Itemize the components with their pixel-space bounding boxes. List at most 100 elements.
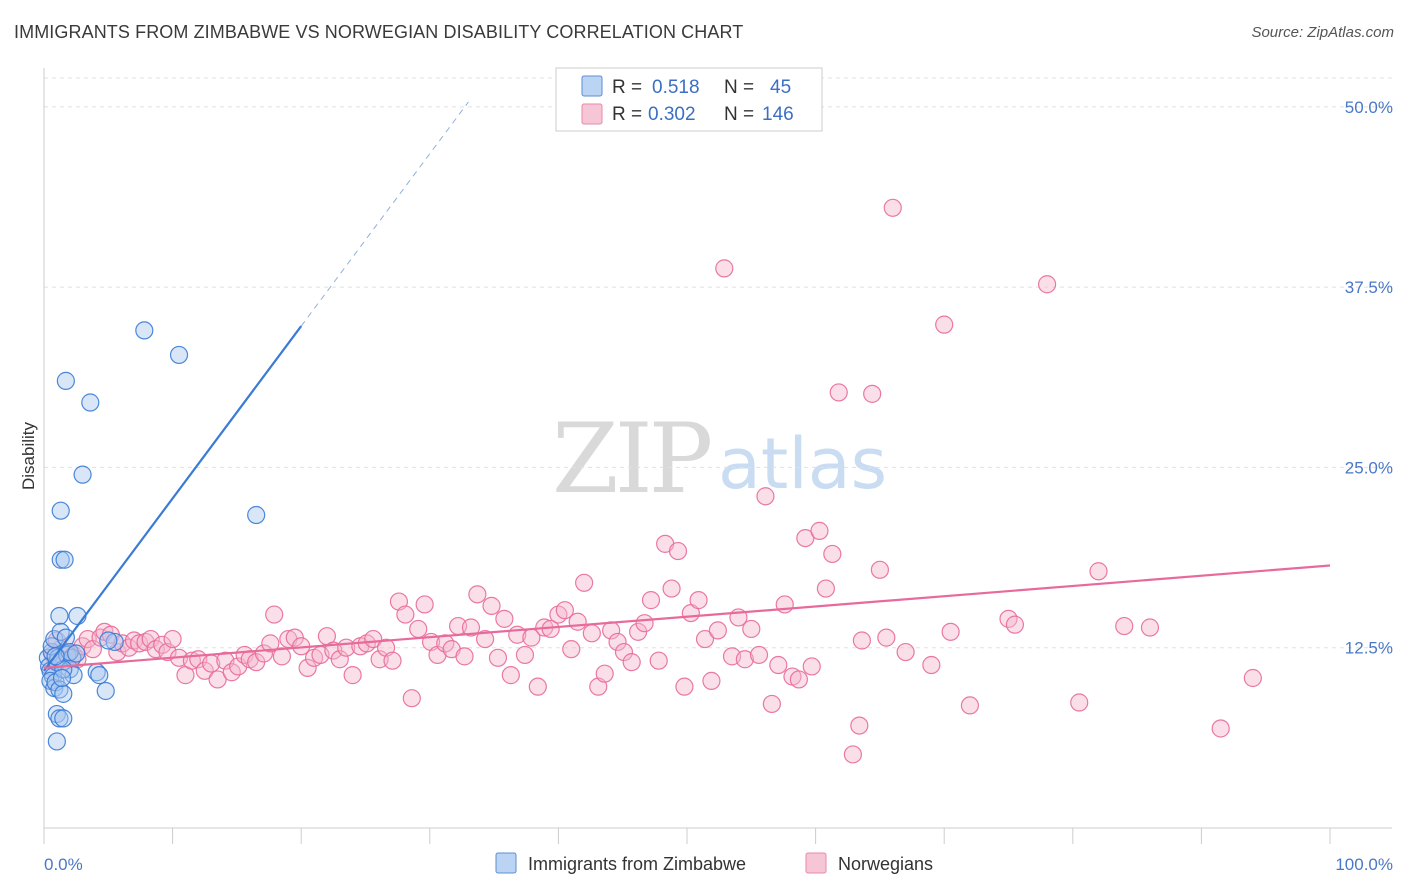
- norwegians-point: [715, 259, 734, 278]
- axes: [43, 68, 1392, 844]
- legend-swatch-blue: [581, 75, 603, 97]
- norwegians-point: [383, 651, 402, 670]
- norwegians-point: [468, 585, 487, 604]
- norwegians-point: [641, 591, 661, 610]
- norwegians-point: [229, 657, 248, 676]
- zimbabwe-point: [54, 684, 73, 703]
- norwegians-point: [829, 383, 848, 402]
- norwegians-point: [482, 596, 501, 615]
- zimbabwe-point: [90, 666, 109, 685]
- norwegians-point: [960, 696, 980, 715]
- norwegians-point: [409, 619, 428, 639]
- norwegians-point: [1089, 562, 1108, 581]
- norwegians-point: [823, 544, 842, 564]
- norwegians-point: [163, 629, 182, 649]
- zimbabwe-points: [38, 321, 266, 751]
- norwegians-point: [789, 670, 808, 689]
- norwegians-point: [1070, 693, 1089, 712]
- norwegians-point: [396, 605, 415, 624]
- norwegians-point: [742, 619, 761, 639]
- norwegians-point: [843, 745, 862, 764]
- norwegians-point: [635, 614, 654, 633]
- norwegians-point: [298, 658, 317, 678]
- norwegians-point: [1115, 616, 1134, 636]
- x-tick-label: 0.0%: [44, 855, 83, 874]
- legend-label-norwegians: Norwegians: [838, 854, 933, 874]
- norwegians-point: [816, 579, 835, 598]
- legend-n-value-1: 45: [770, 77, 791, 98]
- legend-r-value-1: 0.518: [652, 77, 700, 98]
- norwegians-point: [595, 664, 614, 683]
- legend-n-label-2: N =: [724, 104, 754, 125]
- zimbabwe-trend-extension: [300, 101, 469, 327]
- norwegians-point: [850, 716, 869, 735]
- chart-title: IMMIGRANTS FROM ZIMBABWE VS NORWEGIAN DI…: [14, 22, 744, 42]
- norwegians-point: [515, 645, 535, 665]
- norwegians-point: [883, 198, 902, 217]
- norwegians-point: [528, 677, 547, 696]
- norwegians-point: [622, 653, 641, 672]
- norwegians-point: [501, 666, 520, 685]
- y-tick-label: 37.5%: [1345, 278, 1393, 297]
- norwegians-point: [1211, 719, 1230, 738]
- y-tick-label: 25.0%: [1345, 458, 1393, 477]
- norwegians-point: [675, 677, 694, 696]
- y-axis-title: Disability: [19, 421, 38, 490]
- norwegians-point: [461, 618, 481, 637]
- norwegians-point: [455, 647, 474, 666]
- norwegians-point: [130, 634, 149, 653]
- norwegians-point: [922, 655, 941, 675]
- legend-swatch-pink: [581, 103, 603, 125]
- legend-r-label-1: R =: [612, 77, 642, 98]
- zimbabwe-point: [51, 550, 70, 569]
- norwegians-point: [708, 621, 727, 640]
- norwegians-point: [555, 601, 574, 620]
- norwegians-point: [195, 661, 214, 680]
- norwegians-point: [735, 650, 754, 669]
- trend-lines: [43, 101, 1331, 672]
- legend-r-label-2: R =: [612, 104, 642, 125]
- norwegians-point: [749, 645, 769, 665]
- zimbabwe-point: [73, 465, 92, 484]
- norwegians-point: [877, 628, 896, 647]
- norwegians-point: [662, 579, 681, 598]
- norwegians-point: [141, 629, 160, 649]
- zimbabwe-point: [105, 632, 124, 652]
- zimbabwe-point: [51, 622, 70, 641]
- zimbabwe-point: [56, 371, 75, 390]
- watermark-zip: ZIP: [552, 403, 711, 515]
- norwegians-point: [608, 632, 627, 652]
- zimbabwe-point: [51, 501, 70, 520]
- y-tick-label: 12.5%: [1345, 639, 1393, 658]
- legend-swatch-norwegians: [805, 852, 827, 874]
- norwegians-point: [810, 521, 829, 540]
- norwegians-point: [265, 605, 284, 624]
- norwegians-trend-line: [43, 564, 1331, 670]
- norwegians-point: [415, 595, 434, 614]
- norwegians-point: [649, 651, 668, 670]
- zimbabwe-point: [50, 606, 69, 626]
- watermark-atlas: atlas: [718, 423, 887, 505]
- norwegians-point: [208, 670, 227, 689]
- zimbabwe-point: [96, 681, 115, 701]
- x-tick-labels: 0.0% 100.0%: [44, 855, 1393, 874]
- norwegians-point: [261, 634, 280, 653]
- zimbabwe-point: [81, 393, 100, 412]
- norwegians-point: [1005, 615, 1025, 634]
- norwegians-point: [1037, 275, 1057, 294]
- norwegians-point: [896, 642, 915, 662]
- zimbabwe-point: [55, 550, 74, 569]
- zimbabwe-point: [99, 631, 118, 650]
- norwegians-point: [495, 609, 514, 628]
- norwegians-point: [941, 622, 960, 641]
- zimbabwe-point: [135, 321, 154, 340]
- norwegians-point: [582, 624, 601, 643]
- zimbabwe-trend-line: [43, 325, 303, 672]
- source-label: Source: ZipAtlas.com: [1251, 24, 1394, 41]
- norwegians-point: [702, 671, 721, 690]
- norwegians-point: [475, 629, 495, 649]
- norwegians-point: [695, 629, 715, 649]
- norwegians-point: [343, 666, 362, 685]
- zimbabwe-point: [60, 642, 79, 662]
